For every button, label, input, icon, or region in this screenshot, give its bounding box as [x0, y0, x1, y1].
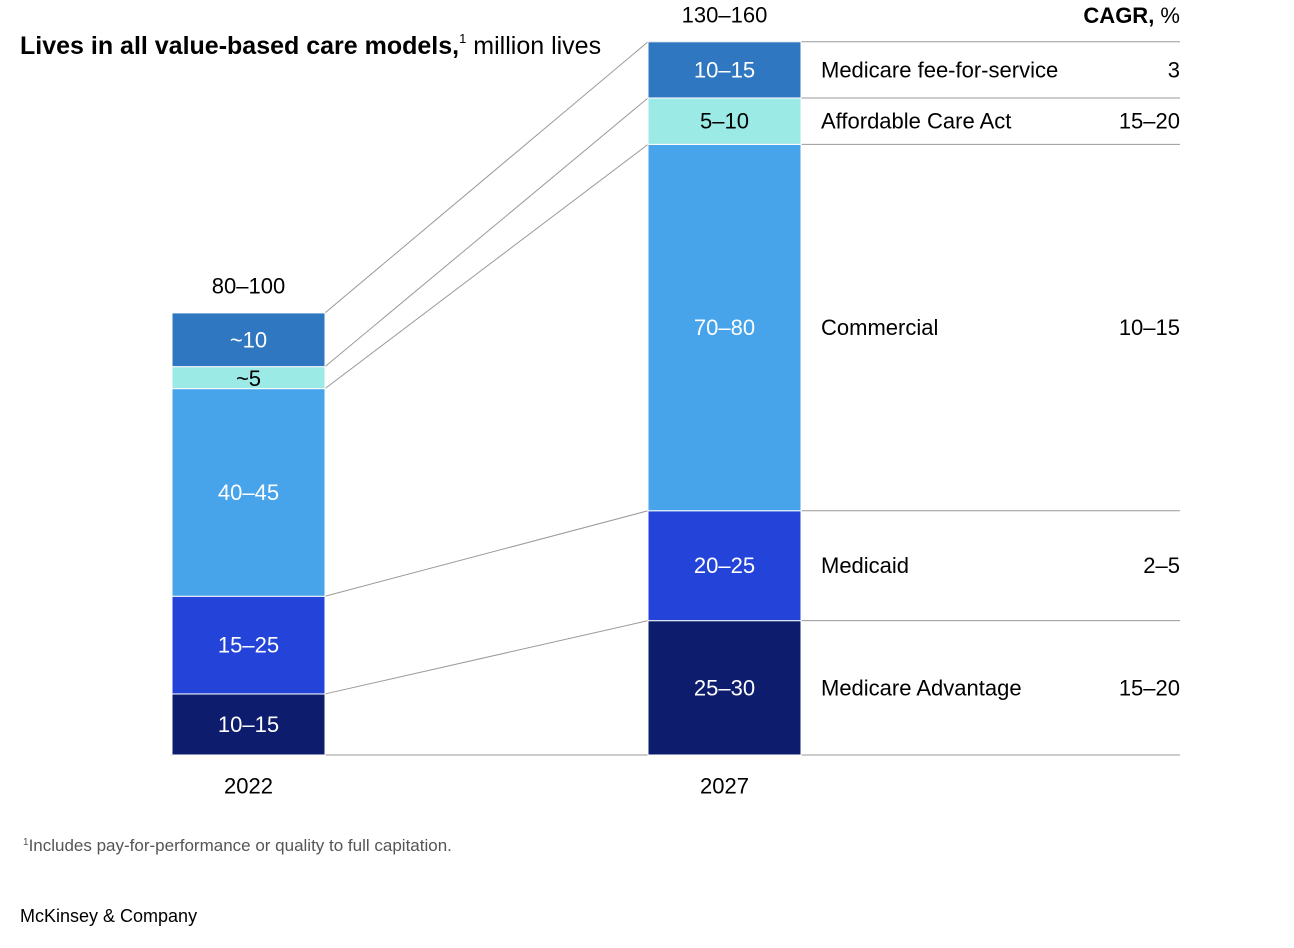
series-name-medicaid: Medicaid [821, 553, 909, 578]
stacked-bar-chart: 10–15 15–25 40–45 ~5 ~10 80–100 2022 25–30 20–25… [171, 2, 1180, 799]
segment-label-2027-affordable-care-act: 5–10 [700, 109, 749, 134]
segment-label-2022-medicare-advantage: 10–15 [218, 712, 279, 737]
connector-line-commercial [324, 143, 649, 390]
bar-segment-2027-medicare-advantage [647, 620, 802, 756]
segment-label-2027-medicare-fee-for-service: 10–15 [694, 57, 755, 82]
footnote-marker: 1 [23, 837, 29, 848]
cagr-value-medicaid: 2–5 [1143, 553, 1180, 578]
chart-title: Lives in all value-based care models,1 m… [20, 22, 601, 63]
total-label-2027: 130–160 [682, 2, 768, 27]
connector-line-medicaid [324, 510, 649, 597]
chart-title-text: Lives in all value-based care models, [20, 32, 460, 60]
segment-label-2022-medicare-fee-for-service: ~10 [230, 327, 267, 352]
category-label-2027: 2027 [700, 774, 749, 799]
total-label-2022: 80–100 [212, 273, 285, 298]
chart-title-unit: million lives [466, 32, 602, 60]
connector-line-medicare-fee-for-service [324, 41, 649, 314]
title-footnote-marker: 1 [459, 31, 467, 46]
connector-line-affordable-care-act [324, 97, 649, 368]
series-name-commercial: Commercial [821, 315, 938, 340]
cagr-header-unit: % [1154, 2, 1180, 27]
series-name-medicare-advantage: Medicare Advantage [821, 675, 1022, 700]
series-name-medicare-fee-for-service: Medicare fee-for-service [821, 57, 1058, 82]
bar-segment-2027-affordable-care-act [647, 97, 802, 145]
footnote: 1Includes pay-for-performance or quality… [23, 836, 452, 856]
series-name-affordable-care-act: Affordable Care Act [821, 109, 1011, 134]
bar-segment-2027-medicaid [647, 510, 802, 622]
segment-label-2022-commercial: 40–45 [218, 480, 279, 505]
category-label-2022: 2022 [224, 774, 273, 799]
bar-segment-2022-medicaid [171, 595, 326, 695]
bar-segment-2022-medicare-fee-for-service [171, 312, 326, 368]
segment-label-2027-medicare-advantage: 25–30 [694, 675, 755, 700]
segment-label-2022-medicaid: 15–25 [218, 633, 279, 658]
bar-segment-2022-medicare-advantage [171, 693, 326, 756]
cagr-value-medicare-advantage: 15–20 [1119, 675, 1180, 700]
footnote-text: Includes pay-for-performance or quality … [28, 836, 452, 855]
bar-segment-2027-medicare-fee-for-service [647, 41, 802, 99]
segment-label-2027-medicaid: 20–25 [694, 553, 755, 578]
cagr-header-bold: CAGR, [1083, 2, 1154, 27]
cagr-value-medicare-fee-for-service: 3 [1168, 57, 1180, 82]
cagr-value-commercial: 10–15 [1119, 315, 1180, 340]
bar-segment-2027-commercial [647, 143, 802, 512]
segment-label-2027-commercial: 70–80 [694, 315, 755, 340]
cagr-header: CAGR, % [1083, 2, 1180, 27]
cagr-value-affordable-care-act: 15–20 [1119, 109, 1180, 134]
segment-label-2022-affordable-care-act: ~5 [236, 366, 261, 391]
bar-segment-2022-commercial [171, 388, 326, 597]
source-label: McKinsey & Company [20, 906, 198, 926]
connector-line-medicare-advantage [324, 620, 649, 695]
